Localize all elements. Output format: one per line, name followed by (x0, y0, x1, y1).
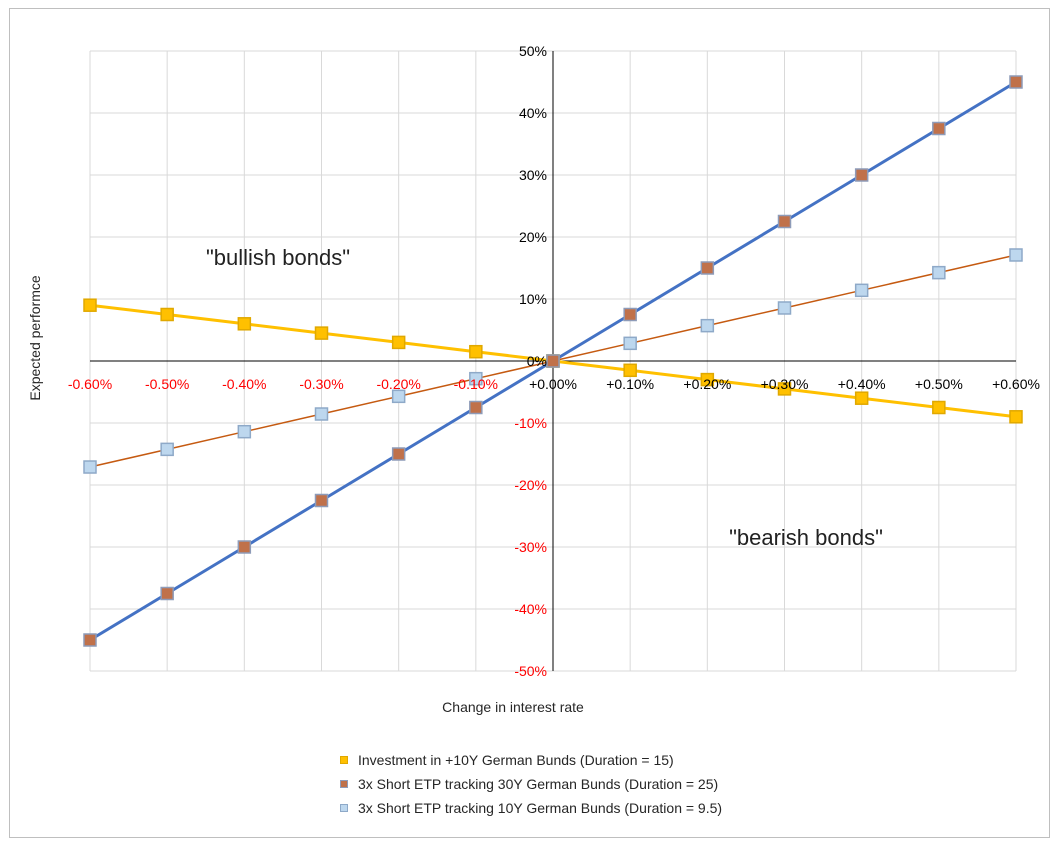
data-point (160, 307, 174, 322)
data-point (854, 168, 869, 182)
data-point (777, 301, 792, 315)
x-tick-label: -0.60% (68, 376, 112, 392)
data-point (623, 307, 637, 322)
legend-label: Investment in +10Y German Bunds (Duratio… (358, 752, 674, 768)
data-point (1009, 75, 1023, 89)
data-point (237, 317, 252, 331)
x-tick-label: -0.50% (145, 376, 189, 392)
y-tick-label: -10% (514, 415, 547, 431)
data-point (469, 344, 483, 359)
data-point (700, 372, 715, 387)
y-tick-label: 10% (519, 291, 547, 307)
data-point (83, 298, 97, 312)
data-point (160, 442, 174, 457)
annotation-bearish: "bearish bonds" (729, 525, 883, 550)
y-axis-label: Expected performce (27, 275, 43, 400)
y-tick-label: -30% (514, 539, 547, 555)
legend-swatch-icon (340, 756, 348, 764)
legend-item: 3x Short ETP tracking 30Y German Bunds (… (340, 772, 722, 796)
y-tick-label: -40% (514, 601, 547, 617)
label-layer: Expected performce Change in interest ra… (27, 43, 1040, 715)
x-tick-label: -0.10% (454, 376, 498, 392)
y-tick-label: 0% (527, 353, 547, 369)
data-point (314, 407, 329, 421)
x-tick-label: +0.00% (529, 376, 577, 392)
data-point (391, 335, 406, 350)
data-point (623, 336, 637, 351)
legend: Investment in +10Y German Bunds (Duratio… (340, 748, 722, 820)
legend-swatch-icon (340, 804, 348, 812)
data-point (854, 283, 869, 298)
marker-layer (83, 75, 1023, 647)
data-point (237, 424, 252, 439)
data-point (623, 363, 637, 378)
data-point (1009, 410, 1023, 424)
y-tick-label: 50% (519, 43, 547, 59)
data-point (469, 371, 483, 386)
x-axis-label: Change in interest rate (442, 699, 584, 715)
y-tick-label: -50% (514, 663, 547, 679)
data-point (1009, 248, 1023, 262)
x-tick-label: +0.20% (683, 376, 731, 392)
data-point (932, 265, 946, 280)
data-point (777, 214, 792, 229)
data-point (700, 318, 715, 333)
data-point (932, 400, 946, 415)
data-point (160, 586, 174, 601)
data-point (469, 400, 483, 415)
data-point (546, 354, 560, 368)
data-point (83, 633, 97, 647)
legend-item: Investment in +10Y German Bunds (Duratio… (340, 748, 722, 772)
x-tick-label: +0.30% (761, 376, 809, 392)
x-tick-label: -0.40% (222, 376, 266, 392)
data-point (932, 121, 946, 136)
y-tick-label: 40% (519, 105, 547, 121)
legend-label: 3x Short ETP tracking 10Y German Bunds (… (358, 800, 723, 816)
x-tick-label: +0.40% (838, 376, 886, 392)
data-point (314, 493, 329, 508)
x-tick-label: +0.50% (915, 376, 963, 392)
y-tick-label: 20% (519, 229, 547, 245)
data-point (777, 382, 792, 396)
x-tick-label: +0.10% (606, 376, 654, 392)
data-point (83, 460, 97, 474)
data-point (854, 391, 869, 405)
legend-item: 3x Short ETP tracking 10Y German Bunds (… (340, 796, 722, 820)
data-point (391, 447, 406, 461)
data-point (314, 326, 329, 340)
y-tick-label: -20% (514, 477, 547, 493)
legend-label: 3x Short ETP tracking 30Y German Bunds (… (358, 776, 719, 792)
x-tick-label: +0.60% (992, 376, 1040, 392)
annotation-bullish: "bullish bonds" (206, 245, 350, 270)
data-point (700, 261, 715, 275)
data-point (237, 540, 252, 554)
y-tick-label: 30% (519, 167, 547, 183)
x-tick-label: -0.20% (376, 376, 420, 392)
data-point (391, 389, 406, 404)
x-tick-label: -0.30% (299, 376, 343, 392)
legend-swatch-icon (340, 780, 348, 788)
